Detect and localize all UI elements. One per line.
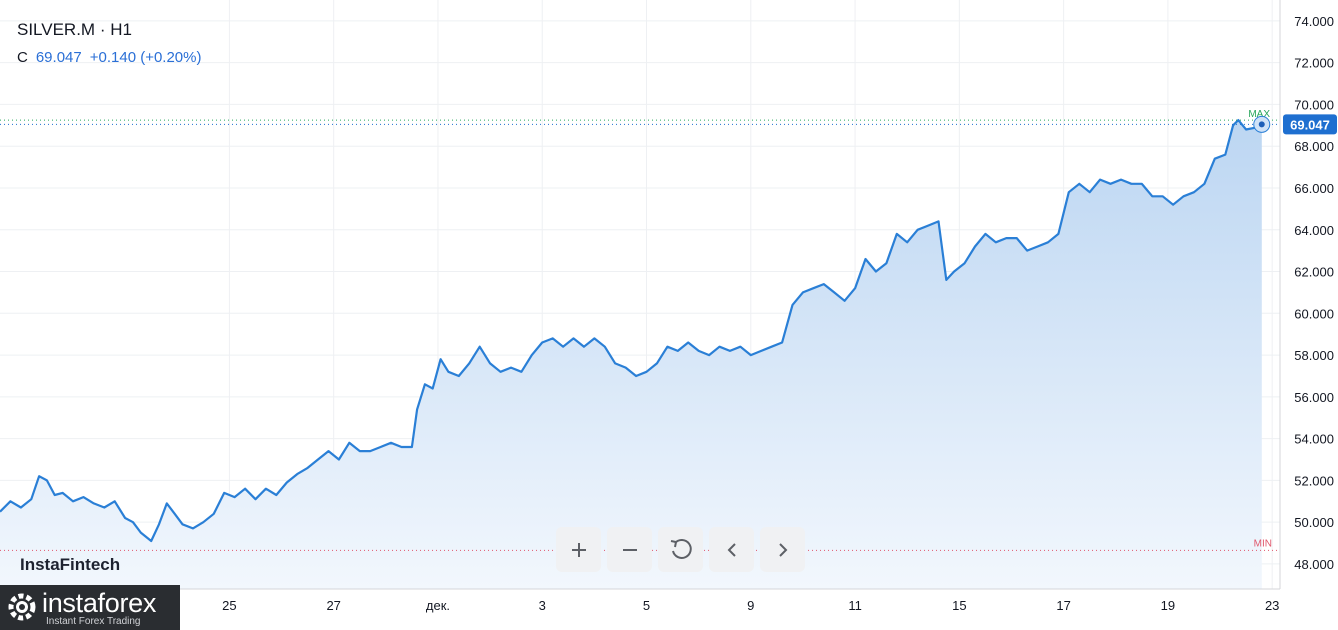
- price-line: [0, 119, 1263, 543]
- x-tick-label: 9: [747, 598, 754, 613]
- price-change: +0.140 (+0.20%): [89, 49, 202, 66]
- watermark: InstaFintech: [20, 555, 121, 574]
- close-label: C: [17, 49, 28, 66]
- x-tick-label: 5: [643, 598, 650, 613]
- y-tick-label: 62.000: [1294, 265, 1334, 280]
- last-price-tag: [1283, 114, 1337, 135]
- chart-markers: MAX MIN 69.047: [1248, 109, 1337, 549]
- x-tick-label: 19: [1161, 598, 1175, 613]
- minus-icon: [622, 548, 637, 551]
- last-price-tag-label: 69.047: [1290, 117, 1330, 132]
- zoom-in-button[interactable]: [556, 527, 601, 572]
- price-area-fill: [0, 120, 1262, 589]
- x-axis: 25 27 дек. 3 5 9 11 15 17 19 23: [0, 588, 1280, 613]
- min-label: MIN: [1254, 538, 1272, 549]
- y-tick-label: 54.000: [1294, 432, 1334, 447]
- y-tick-label: 74.000: [1294, 14, 1334, 29]
- chevron-left-icon: [727, 542, 736, 557]
- y-tick-label: 52.000: [1294, 473, 1334, 488]
- chart-toolbar: [556, 527, 805, 572]
- y-tick-label: 66.000: [1294, 181, 1334, 196]
- x-tick-label: 11: [848, 598, 862, 613]
- chevron-right-icon: [778, 542, 787, 557]
- reset-icon: [670, 538, 692, 559]
- max-label: MAX: [1248, 109, 1270, 120]
- scroll-left-button[interactable]: [709, 527, 754, 572]
- logo-tagline: Instant Forex Trading: [46, 616, 141, 627]
- y-tick-label: 58.000: [1294, 348, 1334, 363]
- x-tick-label: 27: [326, 598, 340, 613]
- y-tick-label: 64.000: [1294, 223, 1334, 238]
- x-tick-label: 23: [1265, 598, 1279, 613]
- x-tick-label: 3: [539, 598, 546, 613]
- plus-icon: [571, 542, 586, 557]
- zoom-out-button[interactable]: [607, 527, 652, 572]
- y-tick-label: 56.000: [1294, 390, 1334, 405]
- close-value: 69.047: [35, 49, 82, 66]
- chart-symbol-title: SILVER.M · H1: [17, 20, 132, 39]
- scroll-right-button[interactable]: [760, 527, 805, 572]
- y-tick-label: 50.000: [1294, 515, 1334, 530]
- y-tick-label: 70.000: [1294, 97, 1334, 112]
- x-tick-label: 25: [222, 598, 236, 613]
- y-axis: 48.000 50.000 52.000 54.000 56.000 58.000 60.0…: [1279, 0, 1334, 589]
- last-close-quote: C 69.047 +0.140 (+0.20%): [17, 49, 201, 66]
- y-tick-label: 60.000: [1294, 306, 1334, 321]
- x-tick-label: 17: [1056, 598, 1070, 613]
- logo-name: instaforex: [42, 588, 157, 618]
- last-point-dot: [1258, 121, 1265, 128]
- logo-gear-icon: [8, 593, 36, 621]
- y-tick-label: 68.000: [1294, 139, 1334, 154]
- instaforex-logo[interactable]: instaforex Instant Forex Trading: [0, 585, 180, 630]
- y-tick-label: 72.000: [1294, 56, 1334, 71]
- y-tick-label: 48.000: [1294, 557, 1334, 572]
- x-tick-label: 15: [952, 598, 966, 613]
- x-tick-label: дек.: [426, 598, 450, 613]
- reset-view-button[interactable]: [658, 527, 703, 572]
